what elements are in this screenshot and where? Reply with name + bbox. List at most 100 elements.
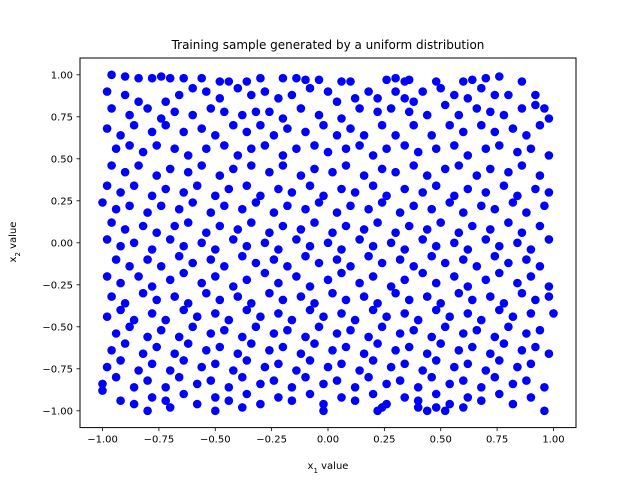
data-point [355, 366, 364, 375]
data-point [251, 322, 261, 332]
data-point [544, 151, 554, 160]
data-point [386, 362, 396, 372]
data-point [147, 393, 157, 402]
data-point [143, 376, 152, 385]
data-point [450, 272, 459, 281]
data-point [238, 110, 247, 120]
data-point [323, 275, 333, 285]
data-point [224, 315, 234, 325]
data-point [319, 379, 328, 389]
y-axis-label-base: x [8, 256, 19, 262]
x-tick-label: −0.75 [144, 435, 175, 446]
data-point [129, 383, 139, 392]
data-point [431, 241, 441, 251]
data-point [192, 312, 202, 322]
data-point [206, 376, 216, 385]
data-point [459, 376, 468, 385]
data-point [341, 161, 351, 170]
data-point [526, 272, 536, 281]
y-tick-label: −0.25 [42, 280, 73, 291]
data-point [472, 171, 482, 180]
data-point [206, 255, 216, 264]
data-point [540, 104, 549, 113]
data-point [143, 332, 152, 342]
data-point [229, 120, 238, 130]
chart-title: Training sample generated by a uniform d… [171, 38, 485, 52]
data-point [400, 309, 410, 318]
data-point [260, 238, 270, 248]
data-point [247, 339, 256, 348]
data-point [422, 225, 432, 234]
data-point [319, 191, 328, 201]
data-point [174, 332, 184, 342]
data-point [206, 208, 216, 217]
data-point [242, 275, 252, 285]
data-point [382, 379, 391, 389]
data-point [120, 299, 130, 308]
data-point [206, 329, 216, 338]
data-point [211, 245, 220, 254]
data-point [269, 208, 279, 217]
data-point [544, 235, 554, 244]
data-point [431, 356, 441, 365]
data-point [377, 120, 387, 130]
data-point [179, 305, 188, 315]
data-point [278, 221, 288, 231]
data-point [418, 268, 428, 278]
data-point [305, 356, 315, 365]
data-point [197, 124, 206, 133]
data-point [183, 218, 193, 227]
data-point [283, 325, 292, 335]
data-point [490, 372, 500, 382]
data-point [328, 228, 337, 237]
data-point [170, 292, 179, 301]
data-point [314, 75, 324, 85]
data-point [495, 241, 504, 251]
data-point [377, 322, 387, 332]
data-point [143, 104, 152, 113]
data-point [341, 144, 351, 153]
data-point [481, 73, 491, 83]
data-point [152, 171, 161, 180]
data-point [224, 184, 234, 194]
data-point [544, 282, 554, 291]
data-point [504, 90, 513, 100]
data-point [499, 181, 509, 190]
y-axis-label-rest: value [8, 222, 19, 253]
data-point [490, 332, 500, 342]
data-point [373, 299, 382, 308]
data-point [116, 356, 125, 365]
data-point [382, 75, 391, 85]
data-point [147, 127, 157, 137]
data-point [395, 376, 405, 385]
data-point [504, 167, 513, 177]
data-point [499, 299, 509, 308]
data-point [413, 403, 423, 412]
data-point [404, 342, 414, 352]
data-point [544, 188, 554, 197]
data-point [147, 359, 157, 369]
data-point [215, 77, 225, 86]
data-point [341, 342, 351, 352]
y-tick-label: 1.00 [51, 70, 73, 81]
data-point [233, 225, 243, 234]
data-point [319, 120, 328, 130]
data-point [102, 181, 112, 190]
data-point [98, 379, 107, 389]
x-tick-label: −1.00 [87, 435, 118, 446]
data-point [486, 164, 495, 174]
data-point [440, 164, 450, 174]
data-point [156, 72, 166, 81]
data-point [278, 342, 288, 352]
data-point [161, 120, 170, 130]
data-point [301, 251, 310, 261]
data-point [183, 299, 193, 308]
data-point [364, 204, 373, 214]
data-point [526, 359, 536, 369]
data-point [116, 396, 125, 406]
data-point [400, 184, 410, 194]
data-point [400, 393, 410, 402]
data-point [229, 366, 238, 375]
data-point [436, 218, 446, 227]
